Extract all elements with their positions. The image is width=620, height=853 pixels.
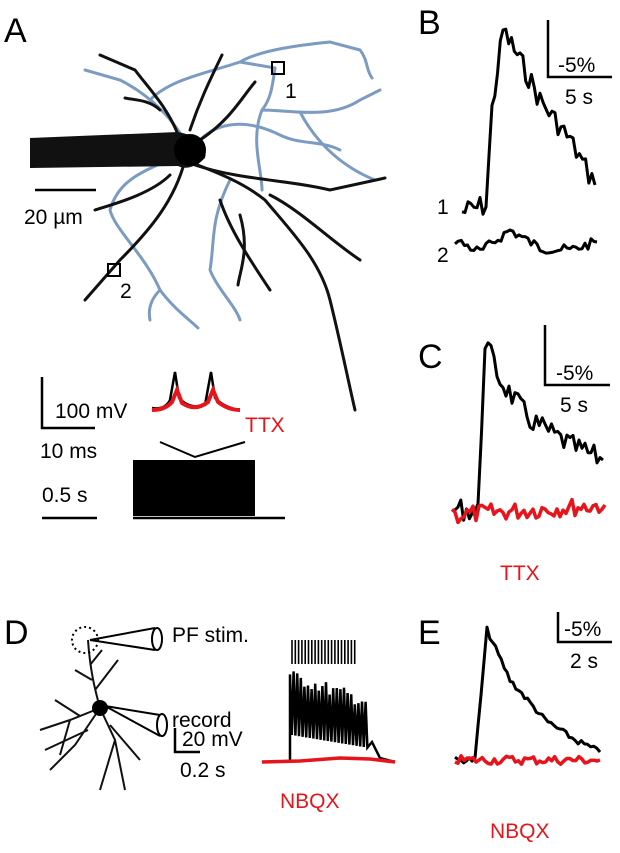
record-pipette [104, 705, 161, 737]
trace-label: 1 [437, 196, 449, 219]
ttx-trace [151, 384, 241, 412]
panel-a: A 20 µm 1 2 100 mV 10 ms TTX 0.5 s [4, 12, 387, 520]
trace [461, 27, 597, 216]
pipette [30, 132, 206, 168]
scale-label: 5 s [565, 86, 593, 109]
scale-label: 5 s [560, 394, 588, 417]
scale-bar [40, 377, 95, 430]
zoom-lines [159, 441, 246, 459]
spike-block [133, 460, 255, 516]
panel-label: C [418, 338, 443, 376]
neuron-sketch [39, 639, 141, 791]
panel-label: B [418, 4, 441, 42]
roi-box [271, 61, 285, 75]
scale-label: 0.2 s [180, 759, 226, 782]
roi-label: 2 [120, 280, 132, 303]
spike-trace [151, 371, 241, 412]
scale-label: 10 ms [40, 440, 97, 463]
panel-d: D PF stim. record 20 mV 0.2 s NBQX [4, 614, 396, 813]
panel-e: E -5% 2 s NBQX [418, 612, 612, 843]
scale-label: 100 mV [55, 400, 127, 423]
scale-bar [543, 325, 610, 387]
panel-label: E [418, 614, 441, 652]
burst-trace [261, 671, 396, 764]
scale-label: 2 s [570, 650, 598, 673]
stim-ticks [291, 640, 356, 664]
stim-site [71, 626, 99, 654]
record-pipette [156, 713, 168, 737]
panel-c: C -5% 5 s TTX [418, 325, 610, 585]
stim-pipette [151, 627, 163, 651]
scale-label: 20 mV [182, 728, 243, 751]
scale-label: -5% [558, 54, 595, 77]
panel-label: A [4, 12, 27, 50]
condition-label: TTX [500, 562, 540, 585]
scale-label: -5% [556, 362, 593, 385]
soma [174, 134, 206, 166]
roi-box [107, 263, 121, 277]
condition-label: NBQX [280, 790, 340, 813]
stim-label: PF stim. [172, 624, 249, 647]
trace [454, 754, 601, 766]
trace [454, 228, 598, 255]
scale-bar [173, 728, 200, 754]
burst-trace [261, 671, 396, 764]
roi-label: 1 [285, 80, 297, 103]
record-label: record [172, 709, 232, 732]
trace [454, 625, 602, 765]
scale-bar [546, 20, 612, 79]
trace [450, 497, 607, 525]
scale-label: 0.5 s [42, 484, 88, 507]
dendrite-blue [83, 40, 382, 330]
dendrite-black [83, 53, 387, 412]
trace [453, 341, 604, 522]
condition-label: TTX [245, 414, 285, 437]
scale-label: -5% [564, 618, 601, 641]
panel-label: D [4, 614, 29, 652]
scale-label: 20 µm [24, 206, 83, 229]
nbqx-trace [261, 756, 396, 764]
condition-label: NBQX [490, 820, 550, 843]
stim-pipette [89, 627, 156, 651]
scale-bar [556, 612, 612, 644]
soma [92, 700, 108, 716]
panel-b: B -5% 5 s 1 2 [418, 4, 612, 267]
trace-label: 2 [437, 244, 449, 267]
